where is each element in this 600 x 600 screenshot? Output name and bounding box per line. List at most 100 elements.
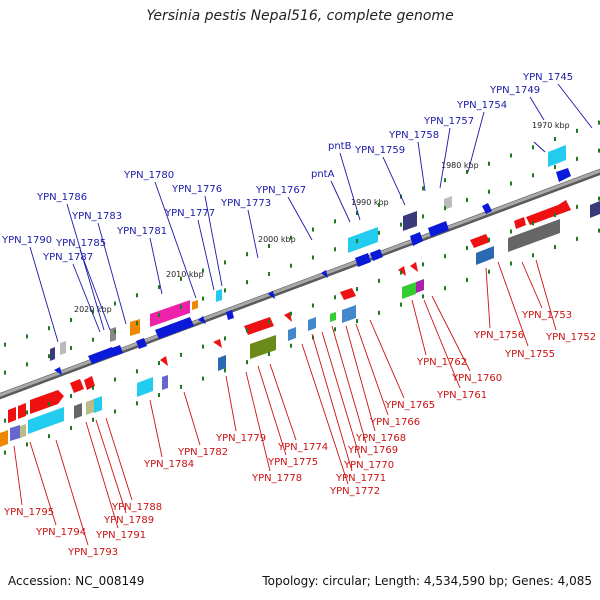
gene-feature[interactable] <box>30 390 64 414</box>
gene-feature[interactable] <box>330 312 336 322</box>
gene-feature[interactable] <box>416 279 424 293</box>
gene-feature[interactable] <box>321 270 328 278</box>
gene-label[interactable]: YPN_1783 <box>71 211 122 222</box>
gene-feature[interactable] <box>348 227 378 253</box>
gene-label[interactable]: YPN_1752 <box>545 332 596 343</box>
gene-feature[interactable] <box>402 282 416 299</box>
gene-feature[interactable] <box>250 335 276 359</box>
gene-label[interactable]: YPN_1772 <box>329 486 380 497</box>
gene-feature[interactable] <box>0 430 8 447</box>
gene-feature[interactable] <box>370 249 383 261</box>
gene-feature[interactable] <box>410 232 423 246</box>
gene-label[interactable]: YPN_1788 <box>111 502 162 513</box>
gene-label[interactable]: YPN_1756 <box>473 330 524 341</box>
gene-label[interactable]: YPN_1779 <box>215 433 266 444</box>
gene-feature[interactable] <box>403 211 417 231</box>
gene-feature[interactable] <box>355 253 371 267</box>
gene-feature[interactable] <box>94 396 102 413</box>
gene-label[interactable]: YPN_1753 <box>521 310 572 321</box>
gene-feature[interactable] <box>556 168 571 182</box>
gene-label[interactable]: YPN_1793 <box>67 547 118 558</box>
gene-label[interactable]: YPN_1782 <box>177 447 228 458</box>
gene-label[interactable]: YPN_1791 <box>95 530 146 541</box>
gene-feature[interactable] <box>244 317 274 335</box>
gene-label[interactable]: YPN_1754 <box>456 100 507 111</box>
gene-feature[interactable] <box>74 403 82 419</box>
gene-feature[interactable] <box>526 200 571 225</box>
gene-label[interactable]: YPN_1759 <box>354 145 405 156</box>
gene-feature[interactable] <box>470 234 490 248</box>
gene-feature[interactable] <box>137 377 153 397</box>
gene-label[interactable]: YPN_1773 <box>220 198 271 209</box>
gene-label[interactable]: YPN_1778 <box>251 473 302 484</box>
gene-feature[interactable] <box>216 289 222 302</box>
gene-label[interactable]: YPN_1761 <box>436 390 487 401</box>
gene-feature[interactable] <box>50 347 55 361</box>
gene-feature[interactable] <box>340 288 356 300</box>
gene-feature[interactable] <box>8 407 16 423</box>
gene-feature[interactable] <box>54 367 62 375</box>
gene-label[interactable]: YPN_1775 <box>267 457 318 468</box>
gene-feature[interactable] <box>410 262 418 272</box>
gene-feature[interactable] <box>508 219 560 252</box>
gene-label[interactable]: YPN_1784 <box>143 459 194 470</box>
gene-label[interactable]: YPN_1794 <box>35 527 86 538</box>
gene-feature[interactable] <box>548 145 566 167</box>
gene-feature[interactable] <box>130 319 140 336</box>
gene-feature[interactable] <box>308 317 316 331</box>
gene-label[interactable]: YPN_1790 <box>1 235 52 246</box>
gene-label[interactable]: YPN_1776 <box>171 184 222 195</box>
gene-label[interactable]: YPN_1771 <box>335 473 386 484</box>
gene-label[interactable]: YPN_1758 <box>388 130 439 141</box>
gene-feature[interactable] <box>476 246 494 265</box>
gene-feature[interactable] <box>86 399 94 415</box>
gene-feature[interactable] <box>268 291 275 299</box>
gene-feature[interactable] <box>112 345 123 356</box>
gene-label[interactable]: YPN_1786 <box>36 192 87 203</box>
gene-feature[interactable] <box>162 375 168 390</box>
gene-feature[interactable] <box>18 403 26 419</box>
gene-label[interactable]: YPN_1749 <box>489 85 540 96</box>
gene-feature[interactable] <box>288 327 296 341</box>
gene-feature[interactable] <box>136 338 147 349</box>
gene-label[interactable]: YPN_1795 <box>3 507 54 518</box>
gene-feature[interactable] <box>218 355 226 371</box>
gene-feature[interactable] <box>28 407 64 434</box>
gene-feature[interactable] <box>213 339 222 348</box>
gene-label[interactable]: YPN_1781 <box>116 226 167 237</box>
gene-label[interactable]: YPN_1767 <box>255 185 306 196</box>
gene-feature[interactable] <box>110 327 116 342</box>
gene-label[interactable]: YPN_1768 <box>355 433 406 444</box>
gene-label[interactable]: YPN_1785 <box>55 238 106 249</box>
gene-label[interactable]: YPN_1757 <box>423 116 474 127</box>
gene-label[interactable]: YPN_1770 <box>343 460 394 471</box>
gene-label[interactable]: YPN_1774 <box>277 442 328 453</box>
gene-label[interactable]: YPN_1769 <box>347 445 398 456</box>
gene-feature[interactable] <box>10 425 20 441</box>
gene-label[interactable]: YPN_1789 <box>103 515 154 526</box>
gene-feature[interactable] <box>198 316 206 324</box>
gene-label[interactable]: YPN_1755 <box>504 349 555 360</box>
gene-feature[interactable] <box>155 317 194 339</box>
gene-label[interactable]: YPN_1766 <box>369 417 420 428</box>
gene-label[interactable]: YPN_1765 <box>384 400 435 411</box>
gene-label[interactable]: pntB <box>328 141 352 152</box>
gene-label[interactable]: YPN_1787 <box>42 252 93 263</box>
gene-feature[interactable] <box>342 305 356 323</box>
gene-feature[interactable] <box>70 379 84 393</box>
gene-label[interactable]: YPN_1745 <box>522 72 573 83</box>
gene-label[interactable]: YPN_1777 <box>164 208 215 219</box>
gene-feature[interactable] <box>514 217 526 229</box>
gene-feature[interactable] <box>192 300 198 310</box>
gene-label[interactable]: YPN_1780 <box>123 170 174 181</box>
gene-feature[interactable] <box>160 356 168 366</box>
gene-feature[interactable] <box>88 347 116 364</box>
gene-feature[interactable] <box>60 341 66 355</box>
gene-feature[interactable] <box>428 221 449 237</box>
gene-feature[interactable] <box>482 203 492 214</box>
gene-label[interactable]: YPN_1762 <box>416 357 467 368</box>
gene-feature[interactable] <box>590 201 600 218</box>
gene-label[interactable]: YPN_1760 <box>451 373 502 384</box>
gene-feature[interactable] <box>20 424 26 438</box>
gene-label[interactable]: pntA <box>311 169 335 180</box>
